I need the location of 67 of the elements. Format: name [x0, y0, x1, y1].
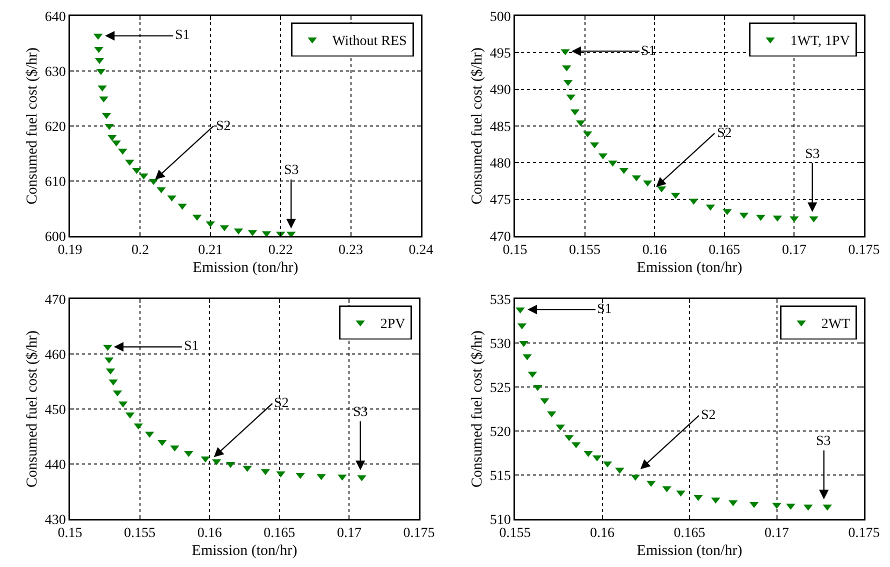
y-tick-label: 530 — [490, 336, 511, 352]
x-tick-label: 0.24 — [408, 243, 434, 258]
annotation: S3 — [816, 434, 831, 449]
x-tick-label: 0.175 — [848, 243, 880, 258]
x-tick-label: 0.2 — [131, 243, 149, 258]
x-tick-label: 0.16 — [642, 243, 667, 258]
x-tick-label: 0.175 — [403, 526, 435, 542]
y-tick-label: 510 — [490, 512, 511, 528]
y-tick-label: 470 — [44, 292, 66, 308]
x-tick-label: 0.175 — [848, 526, 880, 542]
y-tick-label: 610 — [44, 174, 66, 190]
annotation: S2 — [717, 126, 732, 141]
y-tick-label: 535 — [490, 292, 511, 308]
x-tick-label: 0.17 — [782, 243, 806, 258]
x-tick-label: 0.17 — [336, 526, 362, 542]
y-tick-label: 630 — [44, 64, 66, 80]
y-tick-label: 500 — [490, 10, 511, 25]
annotation: S1 — [184, 339, 199, 354]
legend-label: 2WT — [821, 316, 851, 332]
x-tick-label: 0.155 — [499, 526, 531, 542]
y-axis-title: Consumed fuel cost ($/hr) — [24, 47, 40, 205]
legend-label: 1WT, 1PV — [790, 34, 850, 49]
y-tick-label: 460 — [44, 348, 66, 363]
x-tick-label: 0.15 — [58, 526, 82, 542]
x-axis-title: Emission (ton/hr) — [636, 260, 742, 276]
x-tick-label: 0.16 — [590, 526, 614, 542]
annotation: S3 — [805, 147, 820, 162]
x-tick-label: 0.155 — [569, 243, 601, 258]
x-tick-label: 0.165 — [264, 526, 296, 542]
legend-label: Without RES — [332, 34, 407, 49]
x-axis-title: Emission (ton/hr) — [192, 542, 298, 559]
y-tick-label: 495 — [490, 46, 511, 62]
y-tick-label: 430 — [44, 512, 66, 528]
annotation: S2 — [701, 408, 716, 423]
x-axis-title: Emission (ton/hr) — [636, 542, 742, 559]
y-tick-label: 450 — [44, 402, 66, 418]
x-tick-label: 0.19 — [58, 243, 82, 258]
y-tick-label: 490 — [490, 83, 511, 98]
y-axis-title: Consumed fuel cost ($/hr) — [469, 47, 486, 205]
y-axis-title: Consumed fuel cost ($/hr) — [469, 330, 486, 488]
y-tick-label: 600 — [44, 230, 66, 245]
y-tick-label: 640 — [44, 10, 66, 25]
x-tick-label: 0.21 — [198, 243, 223, 258]
annotation: S3 — [284, 163, 299, 178]
x-tick-label: 0.15 — [502, 243, 528, 258]
x-tick-label: 0.17 — [764, 526, 789, 542]
y-tick-label: 485 — [490, 120, 511, 135]
annotation: S1 — [597, 302, 612, 317]
x-tick-label: 0.155 — [124, 526, 156, 542]
x-tick-label: 0.16 — [197, 526, 222, 542]
x-tick-label: 0.165 — [674, 526, 706, 542]
y-tick-label: 515 — [490, 468, 511, 484]
x-tick-label: 0.23 — [338, 243, 364, 258]
y-tick-label: 525 — [490, 380, 511, 396]
annotation: S2 — [274, 396, 289, 411]
y-tick-label: 520 — [490, 424, 511, 440]
y-tick-label: 470 — [490, 230, 511, 245]
x-tick-label: 0.22 — [268, 243, 293, 258]
x-axis-title: Emission (ton/hr) — [192, 260, 298, 276]
y-tick-label: 475 — [490, 193, 511, 208]
y-tick-label: 620 — [44, 120, 66, 135]
y-tick-label: 480 — [490, 156, 511, 172]
x-tick-label: 0.165 — [708, 243, 740, 258]
y-tick-label: 440 — [44, 458, 66, 473]
legend-label: 2PV — [380, 316, 406, 332]
annotation: S1 — [175, 28, 190, 43]
y-axis-title: Consumed fuel cost ($/hr) — [24, 330, 40, 488]
